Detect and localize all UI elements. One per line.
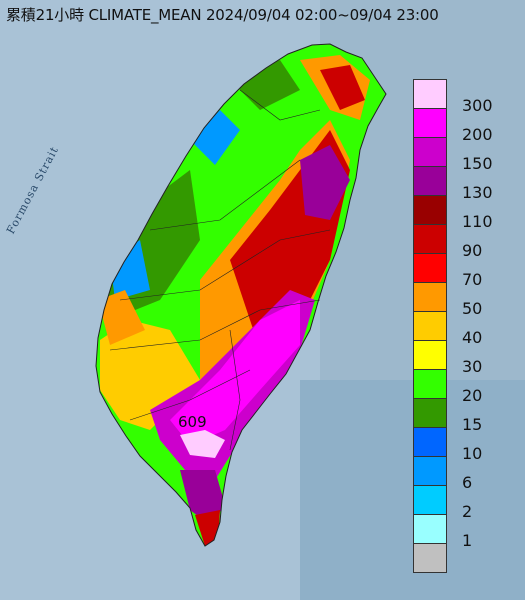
legend-swatch — [413, 195, 447, 224]
county-boundaries — [109, 89, 331, 451]
legend-swatch — [413, 79, 447, 108]
legend-label: 6 — [462, 473, 473, 492]
legend-swatch — [413, 543, 447, 573]
legend-swatch — [413, 456, 447, 485]
legend-label: 70 — [462, 270, 483, 289]
legend-swatch — [413, 311, 447, 340]
legend-swatch — [413, 369, 447, 398]
island-outline — [95, 43, 387, 547]
legend-label: 1 — [462, 531, 473, 550]
legend-swatch — [413, 427, 447, 456]
legend-labels: 300 200 150 130 110 90 70 50 40 30 20 15 10 6 2 1 — [462, 96, 522, 560]
legend-swatch — [413, 514, 447, 543]
legend-label: 20 — [462, 386, 483, 405]
legend-label: 50 — [462, 299, 483, 318]
legend-label: 15 — [462, 415, 483, 434]
legend-swatch — [413, 398, 447, 427]
legend-label: 130 — [462, 183, 493, 202]
map-title: 累積21小時 CLIMATE_MEAN 2024/09/04 02:00~09/… — [6, 6, 439, 24]
legend-swatch — [413, 166, 447, 195]
legend-label: 110 — [462, 212, 493, 231]
legend-swatch — [413, 282, 447, 311]
legend-label: 30 — [462, 357, 483, 376]
legend-label: 90 — [462, 241, 483, 260]
legend-label: 2 — [462, 502, 473, 521]
legend-swatch — [413, 137, 447, 166]
legend-swatch — [413, 253, 447, 282]
legend-swatch — [413, 485, 447, 514]
legend-label: 40 — [462, 328, 483, 347]
legend-label: 300 — [462, 96, 493, 115]
legend-swatch — [413, 340, 447, 369]
legend-label: 150 — [462, 154, 493, 173]
legend-swatch — [413, 108, 447, 137]
legend-label: 10 — [462, 444, 483, 463]
legend-swatch — [413, 224, 447, 253]
legend-label: 200 — [462, 125, 493, 144]
color-legend — [413, 79, 447, 573]
max-value-label: 609 — [178, 413, 207, 431]
